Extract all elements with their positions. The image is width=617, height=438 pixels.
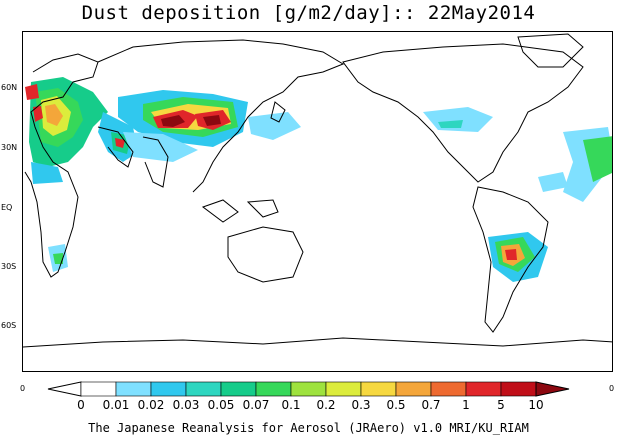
- colorbar-segment: [465, 381, 502, 397]
- colorbar-tick-label: 0.01: [102, 398, 130, 412]
- colorbar: [47, 381, 570, 397]
- colorbar-segment: [150, 381, 187, 397]
- dust-patches: [25, 77, 612, 282]
- colorbar-segment: [185, 381, 222, 397]
- lat-label-30s: 30S: [1, 262, 17, 271]
- colorbar-segment: [360, 381, 397, 397]
- colorbar-tick-label: 0.1: [281, 398, 301, 412]
- colorbar-tick-label: 0.03: [172, 398, 200, 412]
- lat-label-eq: EQ: [1, 203, 13, 212]
- colorbar-tick-label: 1: [462, 398, 470, 412]
- colorbar-segment: [115, 381, 152, 397]
- colorbar-segment: [395, 381, 432, 397]
- colorbar-tick-label: 0.07: [242, 398, 270, 412]
- map-title: Dust deposition [g/m2/day]:: 22May2014: [81, 2, 536, 24]
- lat-label-60n: 60N: [1, 83, 18, 92]
- colorbar-tick-label: 0.2: [316, 398, 336, 412]
- colorbar-segment: [255, 381, 292, 397]
- coastlines: [23, 33, 612, 348]
- colorbar-segment: [325, 381, 362, 397]
- colorbar-segment: [290, 381, 327, 397]
- colorbar-right-arrow: [535, 381, 570, 397]
- colorbar-segment: [430, 381, 467, 397]
- colorbar-tick-label: 10: [528, 398, 544, 412]
- colorbar-tick-label: 0: [77, 398, 85, 412]
- colorbar-tick-label: 5: [497, 398, 505, 412]
- left-edge-label: 0: [20, 384, 26, 393]
- colorbar-tick-label: 0.05: [207, 398, 235, 412]
- colorbar-segment: [220, 381, 257, 397]
- right-edge-label: 0: [609, 384, 615, 393]
- colorbar-segment: [80, 381, 117, 397]
- colorbar-tick-label: 0.02: [137, 398, 165, 412]
- lat-label-60s: 60S: [1, 321, 17, 330]
- colorbar-tick-label: 0.3: [351, 398, 371, 412]
- world-map: [22, 31, 613, 372]
- lat-label-30n: 30N: [1, 143, 18, 152]
- colorbar-segment: [500, 381, 537, 397]
- colorbar-left-arrow: [47, 381, 82, 397]
- colorbar-tick-label: 0.7: [421, 398, 441, 412]
- colorbar-tick-label: 0.5: [386, 398, 406, 412]
- footer-credit: The Japanese Reanalysis for Aerosol (JRA…: [88, 421, 529, 435]
